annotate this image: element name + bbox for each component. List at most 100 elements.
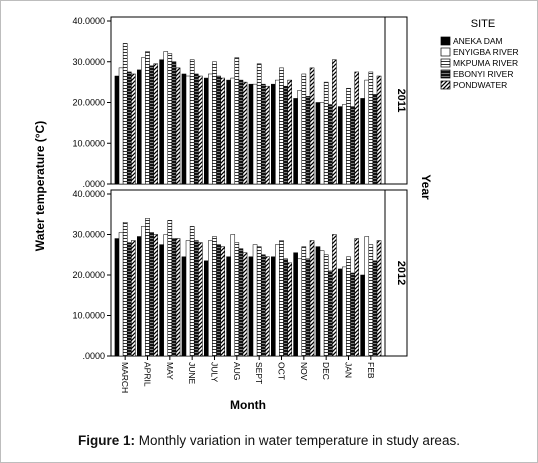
bar-2011-pondwater-june [198,75,203,185]
bar-2011-ebonyi-river-june [193,73,199,185]
bar-2012-mkpuma-river-sept [256,246,262,357]
bar-2011-enyigba-river-july [208,73,213,185]
x-tick-label-jan: JAN [344,362,354,378]
legend-swatch-mkpuma-river [440,58,451,68]
bar-2011-pondwater-jan [354,71,359,185]
bar-2011-enyigba-river-april [141,57,146,185]
legend-label-aneka-dam: ANEKA DAM [453,36,503,46]
bar-2011-aneka-dam-sept [248,83,254,185]
bar-2011-pondwater-oct [287,79,292,185]
y-tick-label: 10.0000 [72,311,105,321]
bar-2011-pondwater-nov [309,67,315,185]
bar-2012-pondwater-april [153,234,158,357]
legend-label-pondwater: PONDWATER [453,80,507,90]
bar-2011-aneka-dam-nov [293,98,298,185]
bar-2012-mkpuma-river-dec [323,254,329,357]
y-tick-label: 20.0000 [72,270,105,280]
bar-2011-aneka-dam-march [114,75,120,185]
bar-2011-ebonyi-river-sept [260,83,266,185]
bar-2012-ebonyi-river-jan [350,272,355,357]
bar-2011-mkpuma-river-jan [346,87,351,185]
bar-2011-enyigba-river-march [118,67,124,185]
bar-2012-pondwater-nov [309,240,315,357]
caption-label: Figure 1: [78,433,136,448]
bar-2012-aneka-dam-feb [360,274,365,357]
bar-2012-mkpuma-river-march [122,222,128,357]
facet-axis-label: Year [419,174,433,200]
bar-2012-ebonyi-river-oct [283,258,288,357]
y-tick-label: 30.0000 [72,230,105,240]
facet-label-2012: 2012 [395,261,407,285]
legend-title: SITE [471,18,495,30]
bar-2012-mkpuma-river-june [189,226,195,357]
bar-2012-mkpuma-river-nov [301,246,307,357]
bar-2011-pondwater-dec [332,59,337,185]
bar-2012-aneka-dam-dec [315,246,321,357]
bar-2012-aneka-dam-nov [293,252,298,357]
facet-strip-2011 [384,16,408,185]
figure-caption: Figure 1: Monthly variation in water tem… [0,433,538,448]
bar-2011-ebonyi-river-april [149,65,154,185]
bar-2012-aneka-dam-may [159,244,164,357]
bar-2011-aneka-dam-feb [360,98,365,185]
bar-2011-pondwater-march [131,73,136,185]
bar-2012-enyigba-river-july [208,240,213,357]
legend-swatch-enyigba-river [440,47,451,57]
bar-2012-pondwater-oct [287,262,292,357]
bar-2011-enyigba-river-oct [275,79,280,185]
legend-label-mkpuma-river: MKPUMA RIVER [453,58,518,68]
caption-text: Monthly variation in water temperature i… [135,433,460,448]
bar-2011-ebonyi-river-feb [372,94,378,185]
x-tick-label-april: APRIL [143,362,153,387]
bar-2011-ebonyi-river-dec [327,104,333,185]
bar-2012-enyigba-river-aug [230,234,236,357]
legend-label-enyigba-river: ENYIGBA RIVER [453,47,519,57]
x-tick-label-june: JUNE [187,362,197,385]
bar-2012-mkpuma-river-feb [368,244,374,357]
x-tick-label-july: JULY [210,362,220,382]
bar-2012-aneka-dam-july [204,260,209,357]
x-tick-label-oct: OCT [277,362,287,380]
y-tick-label: 10.0000 [72,138,105,148]
bar-2012-enyigba-river-oct [275,244,280,357]
bar-2012-mkpuma-river-oct [279,240,284,357]
bar-2012-aneka-dam-sept [248,256,254,357]
bar-2012-mkpuma-river-aug [234,242,240,357]
bar-2011-mkpuma-river-dec [323,81,329,185]
x-tick-label-sept: SEPT [254,362,264,384]
bar-2012-enyigba-river-feb [364,236,370,357]
bar-2012-pondwater-feb [376,240,382,357]
bar-2011-aneka-dam-april [137,69,142,185]
y-tick-label: 20.0000 [72,98,105,108]
x-tick-label-aug: AUG [232,362,242,380]
bar-2011-pondwater-sept [265,85,270,185]
bar-2012-enyigba-river-jan [342,266,347,357]
bar-2011-ebonyi-river-oct [283,85,288,185]
chart-panels: 2011 2012 [110,16,408,357]
x-axis-label: Month [230,398,266,412]
bar-2012-mkpuma-river-april [145,218,150,357]
bar-2011-enyigba-river-feb [364,79,370,185]
bar-2011-enyigba-river-sept [252,83,258,185]
bar-2011-enyigba-river-nov [297,90,303,185]
facet-label-2011: 2011 [395,89,407,113]
bar-2011-enyigba-river-dec [319,102,325,185]
bar-2012-ebonyi-river-dec [327,270,333,357]
bar-2012-pondwater-jan [354,238,359,357]
bar-2012-aneka-dam-oct [271,256,276,357]
bar-2012-enyigba-river-dec [319,250,325,357]
bar-2011-aneka-dam-june [181,73,187,185]
bar-2011-ebonyi-river-jan [350,106,355,185]
y-axis-label: Water temperature (°C) [33,121,47,251]
y-tick-label: .0000 [82,179,105,189]
bar-2012-ebonyi-river-july [216,244,221,357]
bar-2011-enyigba-river-jan [342,104,347,185]
bar-2011-ebonyi-river-july [216,75,221,185]
bar-2012-aneka-dam-jan [338,268,343,357]
bar-2011-aneka-dam-dec [315,102,321,185]
bar-2012-mkpuma-river-may [167,220,173,357]
bar-2011-mkpuma-river-june [189,59,195,185]
bar-2012-pondwater-sept [265,256,270,357]
